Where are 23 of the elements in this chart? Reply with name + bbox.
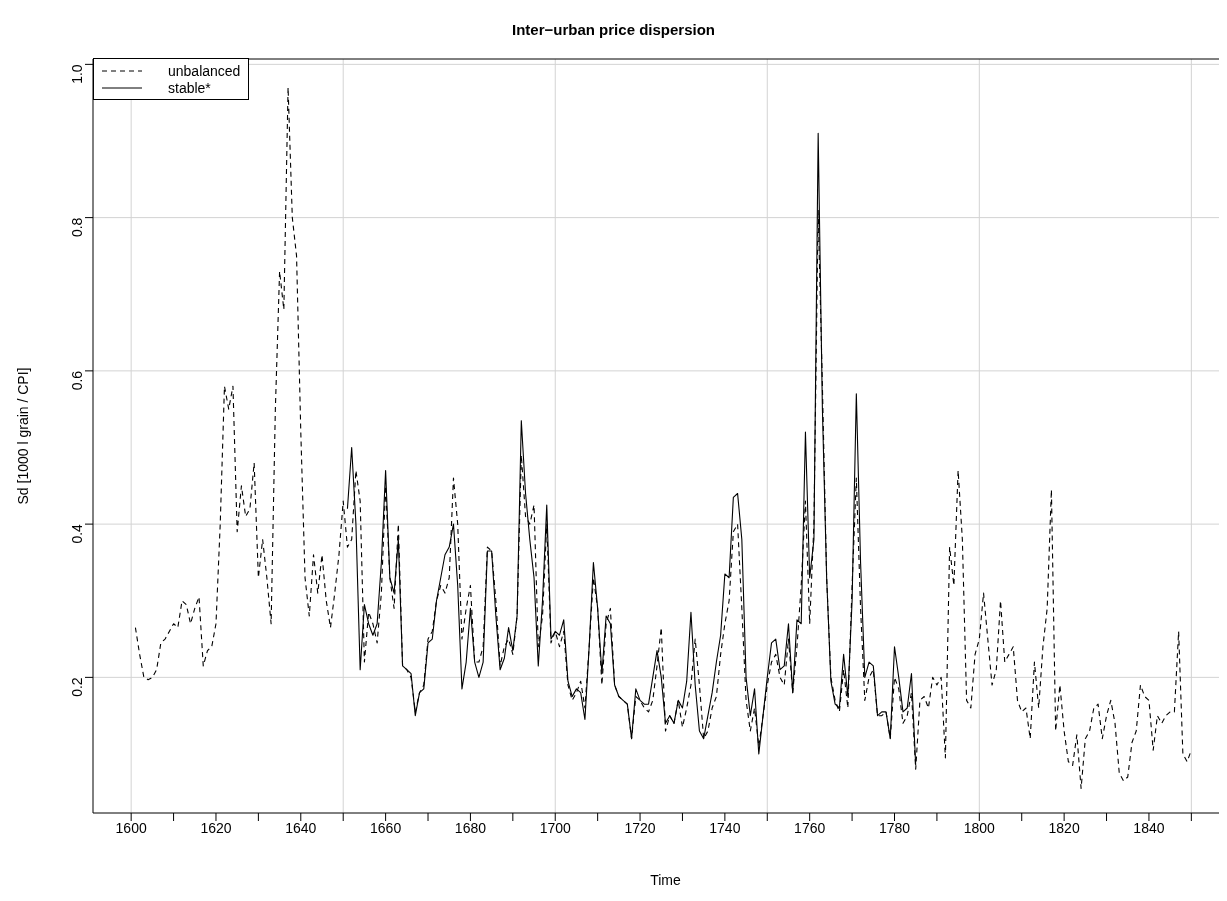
y-tick-label: 0.6	[68, 370, 85, 391]
y-axis-title: Sd [1000 l grain / CPI]	[14, 367, 31, 505]
legend-label: stable*	[168, 79, 211, 96]
x-tick-label: 1600	[115, 819, 147, 836]
x-tick-label: 1740	[709, 819, 741, 836]
x-axis-title: Time	[650, 872, 682, 888]
x-tick-label: 1800	[963, 819, 996, 836]
legend-label: unbalanced	[168, 62, 241, 79]
x-tick-label: 1720	[624, 819, 656, 836]
x-tick-label: 1700	[539, 819, 572, 836]
x-tick-label: 1660	[370, 819, 402, 836]
x-tick-label: 1780	[878, 819, 911, 836]
x-tick-label: 1640	[285, 819, 317, 836]
x-tick-label: 1620	[200, 819, 232, 836]
x-tick-label: 1680	[454, 819, 487, 836]
y-tick-label: 0.2	[68, 677, 85, 697]
chart-title: Inter−urban price dispersion	[511, 21, 716, 38]
y-tick-label: 0.8	[68, 217, 85, 238]
y-tick-label: 0.4	[68, 523, 85, 544]
x-tick-label: 1820	[1048, 819, 1080, 836]
x-tick-label: 1840	[1133, 819, 1165, 836]
y-tick-label: 1.0	[68, 64, 85, 84]
x-tick-label: 1760	[794, 819, 826, 836]
